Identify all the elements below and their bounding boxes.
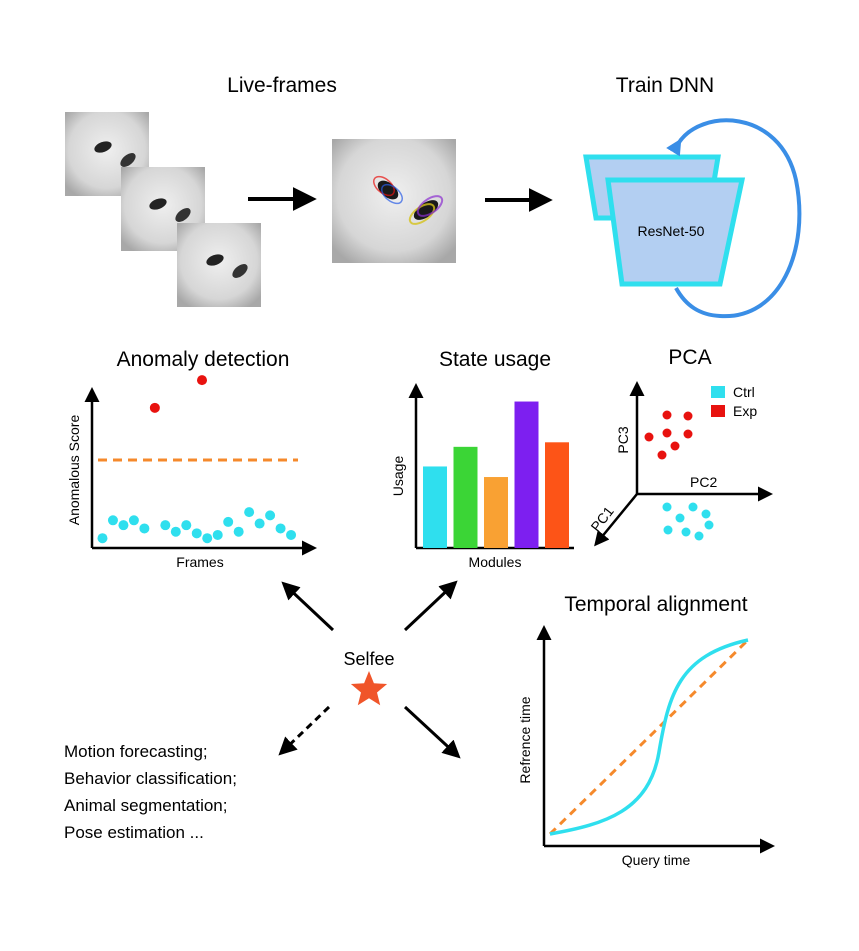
anomaly-point xyxy=(197,375,207,386)
pca-axis-pc2: PC2 xyxy=(690,474,717,490)
state-usage-title: State usage xyxy=(439,348,551,371)
legend-ctrl-label: Ctrl xyxy=(733,384,755,400)
pca-chart xyxy=(594,381,773,547)
linear-reference-line xyxy=(548,638,750,836)
normal-point xyxy=(181,520,192,531)
star-icon xyxy=(350,671,388,706)
dnn-network xyxy=(583,154,746,287)
normal-point xyxy=(170,526,181,537)
temporal-title: Temporal alignment xyxy=(564,593,747,616)
usage-bar xyxy=(423,466,447,548)
normal-point xyxy=(202,533,213,544)
usage-xlabel: Modules xyxy=(469,554,522,570)
task-item: Behavior classification; xyxy=(64,769,237,788)
temporal-chart xyxy=(536,625,775,854)
normal-point xyxy=(191,528,202,539)
arrow-to-anomaly xyxy=(281,581,335,632)
normal-point xyxy=(244,507,255,518)
normal-point xyxy=(286,529,297,540)
normal-point xyxy=(223,516,234,527)
task-item: Animal segmentation; xyxy=(64,796,227,815)
usage-ylabel: Usage xyxy=(390,456,406,497)
normal-point xyxy=(118,520,129,531)
normal-point xyxy=(139,523,150,534)
normal-point xyxy=(128,515,139,526)
normal-point xyxy=(275,523,286,534)
arrow-to-tasks xyxy=(278,705,331,756)
anomaly-ylabel: Anomalous Score xyxy=(66,415,82,526)
selfee-label: Selfee xyxy=(343,649,394,669)
usage-bar xyxy=(545,442,569,548)
train-dnn-title: Train DNN xyxy=(616,74,714,97)
usage-bar xyxy=(484,477,508,548)
normal-point xyxy=(107,515,118,526)
fused-rgb-frame-icon xyxy=(332,139,456,263)
anomaly-chart xyxy=(84,375,317,556)
pca-axis-pc1: PC1 xyxy=(587,503,617,534)
usage-bar xyxy=(514,401,539,548)
fly-video-frame-icon xyxy=(177,223,261,307)
anomaly-title: Anomaly detection xyxy=(117,348,290,371)
alignment-curve xyxy=(549,638,749,836)
legend-exp-swatch xyxy=(711,405,725,417)
normal-point xyxy=(160,520,171,531)
arrow-to-temporal xyxy=(403,705,461,759)
resnet-label: ResNet-50 xyxy=(638,223,705,239)
normal-point xyxy=(254,518,265,529)
usage-bar xyxy=(453,446,478,548)
normal-point xyxy=(212,529,223,540)
usage-chart xyxy=(408,383,574,550)
live-frames-title: Live-frames xyxy=(227,74,337,97)
task-item: Pose estimation ... xyxy=(64,823,204,842)
temporal-ylabel: Refrence time xyxy=(517,696,533,783)
arrow-to-usage xyxy=(403,580,458,632)
pca-title: PCA xyxy=(668,346,711,369)
normal-point xyxy=(233,526,244,537)
pca-axis-pc3: PC3 xyxy=(615,426,631,453)
normal-point xyxy=(97,533,108,544)
cycle-arrow-icon xyxy=(666,118,802,319)
legend-ctrl-swatch xyxy=(711,386,725,398)
task-item: Motion forecasting; xyxy=(64,742,208,761)
anomaly-xlabel: Frames xyxy=(176,554,223,570)
legend-exp-label: Exp xyxy=(733,403,757,419)
normal-point xyxy=(265,510,276,521)
anomaly-point xyxy=(149,402,160,413)
temporal-xlabel: Query time xyxy=(622,852,691,868)
fly-video-frame-icon xyxy=(65,112,149,196)
